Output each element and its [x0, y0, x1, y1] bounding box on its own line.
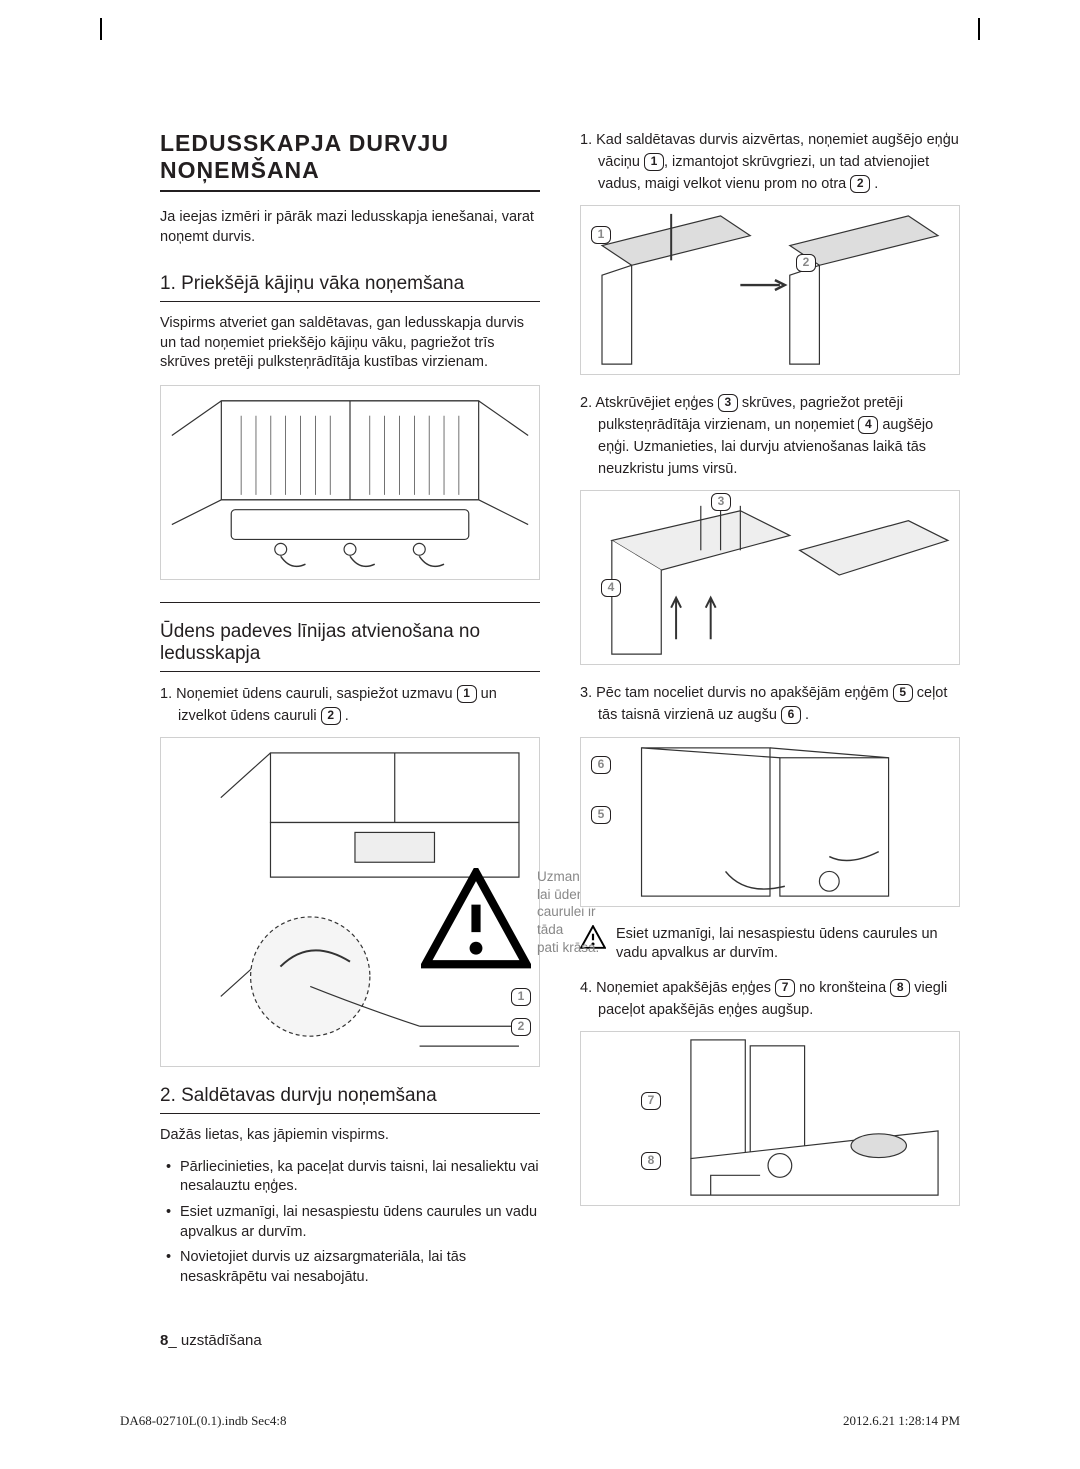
callout: 2 — [796, 254, 816, 272]
right-step-1: 1. Kad saldētavas durvis aizvērtas, noņe… — [580, 130, 960, 195]
section1-title: 1. Priekšējā kājiņu vāka noņemšana — [160, 273, 540, 295]
intro-text: Ja ieejas izmēri ir pārāk mazi ledusskap… — [160, 208, 540, 247]
main-heading: LEDUSSKAPJA DURVJU NOŅEMŠANA — [160, 130, 540, 184]
callout: 4 — [601, 579, 621, 597]
print-timestamp: 2012.6.21 1:28:14 PM — [843, 1413, 960, 1429]
section2-bullets: Pārliecinieties, ka paceļat durvis taisn… — [160, 1158, 540, 1287]
text: . — [870, 176, 878, 192]
callout: 7 — [641, 1092, 661, 1110]
callout: 5 — [591, 806, 611, 824]
section2-lead: Dažās lietas, kas jāpiemin vispirms. — [160, 1126, 540, 1146]
right-column: 1. Kad saldētavas durvis aizvērtas, noņe… — [580, 130, 960, 1299]
crop-mark — [100, 18, 102, 40]
bullet: Esiet uzmanīgi, lai nesaspiestu ūdens ca… — [160, 1203, 540, 1242]
right-step-2: 2. Atskrūvējiet eņģes 3 skrūves, pagriež… — [580, 393, 960, 480]
crop-mark — [978, 18, 980, 40]
section-water-title: Ūdens padeves līnijas atvienošana no led… — [160, 621, 540, 665]
figure-water-line: Uzmanieties, lai ūdens caurulei ir tāda … — [160, 737, 540, 1067]
text: Noņemiet apakšējās eņģes — [596, 980, 775, 996]
left-column: LEDUSSKAPJA DURVJU NOŅEMŠANA Ja ieejas i… — [160, 130, 540, 1299]
bullet: Pārliecinieties, ka paceļat durvis taisn… — [160, 1158, 540, 1197]
section2-title: 2. Saldētavas durvju noņemšana — [160, 1085, 540, 1107]
print-metadata: DA68-02710L(0.1).indb Sec4:8 2012.6.21 1… — [120, 1413, 960, 1429]
callout: 8 — [641, 1152, 661, 1170]
page-footer: 8_ uzstādīšana — [160, 1332, 262, 1349]
caution-note: Uzmanieties, lai ūdens caurulei ir tāda … — [421, 868, 531, 969]
figure-bottom-hinge: 7 8 — [580, 1031, 960, 1206]
callout: 1 — [591, 226, 611, 244]
section-rule — [160, 1113, 540, 1114]
callout: 6 — [591, 756, 611, 774]
badge-2: 2 — [321, 707, 341, 725]
badge: 5 — [893, 684, 913, 702]
figure-top-hinge: 3 4 — [580, 490, 960, 665]
text: no kronšteina — [795, 980, 890, 996]
badge: 1 — [644, 153, 664, 171]
badge-1: 1 — [457, 685, 477, 703]
bullet: Novietojiet durvis uz aizsargmateriāla, … — [160, 1248, 540, 1287]
figure-lift-door: 6 5 — [580, 737, 960, 907]
text: Pēc tam noceliet durvis no apakšējām eņģ… — [596, 685, 893, 701]
section-rule — [160, 301, 540, 302]
badge: 3 — [718, 394, 738, 412]
figure-hinge-cap: 1 2 — [580, 205, 960, 375]
section1-body: Vispirms atveriet gan saldētavas, gan le… — [160, 314, 540, 373]
badge: 4 — [858, 416, 878, 434]
text: Atskrūvējiet eņģes — [595, 395, 718, 411]
page: LEDUSSKAPJA DURVJU NOŅEMŠANA Ja ieejas i… — [0, 0, 1080, 1469]
badge: 8 — [890, 979, 910, 997]
print-file: DA68-02710L(0.1).indb Sec4:8 — [120, 1413, 286, 1429]
callout: 3 — [711, 493, 731, 511]
two-column-layout: LEDUSSKAPJA DURVJU NOŅEMŠANA Ja ieejas i… — [160, 130, 960, 1299]
heading-rule — [160, 190, 540, 192]
section-rule — [160, 671, 540, 672]
warning-text: Esiet uzmanīgi, lai nesaspiestu ūdens ca… — [616, 925, 960, 964]
badge: 6 — [781, 706, 801, 724]
callout-2: 2 — [511, 1018, 531, 1036]
badge: 2 — [850, 175, 870, 193]
callout-1: 1 — [511, 988, 531, 1006]
divider — [160, 602, 540, 603]
text: . — [801, 707, 809, 723]
figure-leg-cover — [160, 385, 540, 580]
note-l4: pati krāsa. — [537, 940, 599, 955]
right-step-4: 4. Noņemiet apakšējās eņģes 7 no kronšte… — [580, 978, 960, 1022]
text: . — [341, 708, 349, 724]
footer-section: _ uzstādīšana — [168, 1332, 261, 1349]
right-step-3: 3. Pēc tam noceliet durvis no apakšējām … — [580, 683, 960, 727]
text: Noņemiet ūdens cauruli, saspiežot uzmavu — [176, 686, 456, 702]
warning-row: Esiet uzmanīgi, lai nesaspiestu ūdens ca… — [580, 925, 960, 964]
warning-icon — [421, 868, 531, 969]
badge: 7 — [775, 979, 795, 997]
note-l3: caurulei ir tāda — [537, 904, 596, 937]
water-step1: 1. Noņemiet ūdens cauruli, saspiežot uzm… — [160, 684, 540, 728]
